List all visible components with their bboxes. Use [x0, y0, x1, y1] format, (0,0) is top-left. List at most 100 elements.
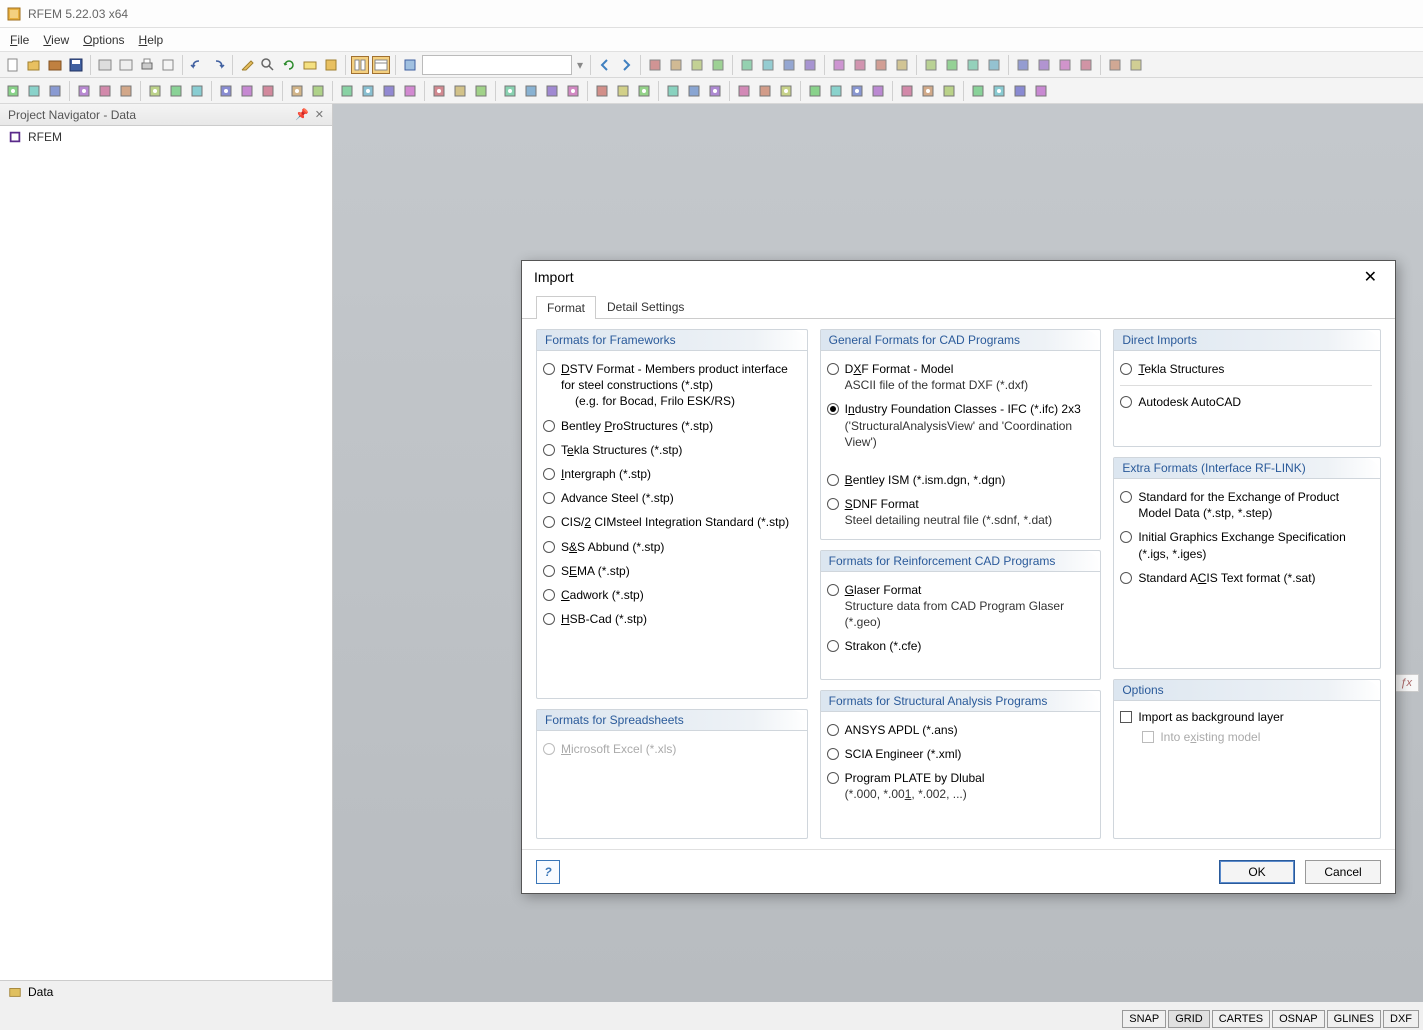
tb2-ico-19[interactable]	[451, 82, 469, 100]
tb-ico-16[interactable]	[322, 56, 340, 74]
tb2-ico-28[interactable]	[664, 82, 682, 100]
ok-button[interactable]: OK	[1219, 860, 1295, 884]
tb2-ico-12[interactable]	[288, 82, 306, 100]
tb1-ico-26[interactable]	[780, 56, 798, 74]
close-icon[interactable]: ✕	[1358, 265, 1383, 289]
tb2-ico-13[interactable]	[309, 82, 327, 100]
menu-view[interactable]: View	[43, 33, 69, 47]
frameworks-option-1[interactable]: Bentley ProStructures (*.stp)	[543, 414, 799, 438]
tb2-ico-7[interactable]	[167, 82, 185, 100]
tb1-ico-27[interactable]	[801, 56, 819, 74]
frameworks-option-5[interactable]: CIS/2 CIMsteel Integration Standard (*.s…	[543, 510, 799, 534]
tb1-ico-30[interactable]	[872, 56, 890, 74]
nav-close-icon[interactable]: ✕	[315, 108, 324, 121]
tb2-ico-16[interactable]	[380, 82, 398, 100]
tb1-ico-24[interactable]	[738, 56, 756, 74]
tb-ico-19[interactable]	[401, 56, 419, 74]
undo-icon[interactable]	[188, 56, 206, 74]
status-osnap[interactable]: OSNAP	[1272, 1010, 1325, 1028]
reinf-option-1[interactable]: Strakon (*.cfe)	[827, 634, 1093, 658]
open-icon[interactable]	[25, 56, 43, 74]
tb2-ico-23[interactable]	[543, 82, 561, 100]
frameworks-option-7[interactable]: SEMA (*.stp)	[543, 559, 799, 583]
tb2-ico-33[interactable]	[777, 82, 795, 100]
tb-ico-18[interactable]	[372, 56, 390, 74]
tab-detail-settings[interactable]: Detail Settings	[596, 295, 695, 318]
tb1-ico-21[interactable]	[667, 56, 685, 74]
cad-option-1[interactable]: Industry Foundation Classes - IFC (*.ifc…	[827, 397, 1093, 454]
tb2-ico-36[interactable]	[848, 82, 866, 100]
tb-ico-17[interactable]	[351, 56, 369, 74]
extra-option-2[interactable]: Standard ACIS Text format (*.sat)	[1120, 566, 1372, 590]
structural-option-1[interactable]: SCIA Engineer (*.xml)	[827, 742, 1093, 766]
tb2-ico-25[interactable]	[593, 82, 611, 100]
structural-option-2[interactable]: Program PLATE by Dlubal(*.000, *.001, *.…	[827, 766, 1093, 806]
nav-tab-data[interactable]: Data	[28, 985, 53, 999]
tb2-ico-42[interactable]	[990, 82, 1008, 100]
tb1-ico-33[interactable]	[943, 56, 961, 74]
redo-icon[interactable]	[209, 56, 227, 74]
tb2-ico-24[interactable]	[564, 82, 582, 100]
tb2-ico-11[interactable]	[259, 82, 277, 100]
tb1-ico-32[interactable]	[922, 56, 940, 74]
refresh-icon[interactable]	[280, 56, 298, 74]
status-cartes[interactable]: CARTES	[1212, 1010, 1270, 1028]
tb1-ico-23[interactable]	[709, 56, 727, 74]
tb1-ico-36[interactable]	[1014, 56, 1032, 74]
tb2-ico-10[interactable]	[238, 82, 256, 100]
tb2-ico-3[interactable]	[75, 82, 93, 100]
status-dxf[interactable]: DXF	[1383, 1010, 1419, 1028]
tb2-ico-9[interactable]	[217, 82, 235, 100]
tb2-ico-32[interactable]	[756, 82, 774, 100]
frameworks-option-0[interactable]: DSTV Format - Members product interface …	[543, 357, 799, 414]
reinf-option-0[interactable]: Glaser FormatStructure data from CAD Pro…	[827, 578, 1093, 635]
help-button[interactable]: ?	[536, 860, 560, 884]
nav-root[interactable]: RFEM	[8, 130, 324, 144]
extra-option-0[interactable]: Standard for the Exchange of Product Mod…	[1120, 485, 1372, 525]
toolbar-dropdown[interactable]	[422, 55, 572, 75]
tb1-ico-31[interactable]	[893, 56, 911, 74]
tb2-ico-31[interactable]	[735, 82, 753, 100]
frameworks-option-4[interactable]: Advance Steel (*.stp)	[543, 486, 799, 510]
tb-ico-15[interactable]	[301, 56, 319, 74]
prev-icon[interactable]	[596, 56, 614, 74]
tb-ico-5[interactable]	[96, 56, 114, 74]
tb2-ico-4[interactable]	[96, 82, 114, 100]
tb1-ico-37[interactable]	[1035, 56, 1053, 74]
tb2-ico-1[interactable]	[25, 82, 43, 100]
tb2-ico-26[interactable]	[614, 82, 632, 100]
frameworks-option-3[interactable]: Intergraph (*.stp)	[543, 462, 799, 486]
tb2-ico-43[interactable]	[1011, 82, 1029, 100]
tb2-ico-6[interactable]	[146, 82, 164, 100]
menu-help[interactable]: Help	[139, 33, 164, 47]
tb1-ico-39[interactable]	[1077, 56, 1095, 74]
tb2-ico-8[interactable]	[188, 82, 206, 100]
tb2-ico-30[interactable]	[706, 82, 724, 100]
cad-option-3[interactable]: SDNF FormatSteel detailing neutral file …	[827, 492, 1093, 532]
save-icon[interactable]	[67, 56, 85, 74]
tb2-ico-34[interactable]	[806, 82, 824, 100]
direct-option-0[interactable]: Tekla Structures	[1120, 357, 1372, 381]
tb2-ico-21[interactable]	[501, 82, 519, 100]
tb1-ico-41[interactable]	[1127, 56, 1145, 74]
tb1-ico-29[interactable]	[851, 56, 869, 74]
tb1-ico-28[interactable]	[830, 56, 848, 74]
tb2-ico-37[interactable]	[869, 82, 887, 100]
frameworks-option-9[interactable]: HSB-Cad (*.stp)	[543, 607, 799, 631]
next-icon[interactable]	[617, 56, 635, 74]
tb2-ico-14[interactable]	[338, 82, 356, 100]
tb2-ico-17[interactable]	[401, 82, 419, 100]
status-snap[interactable]: SNAP	[1122, 1010, 1166, 1028]
option-check-0[interactable]: Import as background layer	[1120, 707, 1372, 727]
tb2-ico-35[interactable]	[827, 82, 845, 100]
frameworks-option-8[interactable]: Cadwork (*.stp)	[543, 583, 799, 607]
tb1-ico-35[interactable]	[985, 56, 1003, 74]
print-icon[interactable]	[138, 56, 156, 74]
menu-file[interactable]: File	[10, 33, 29, 47]
tb2-ico-5[interactable]	[117, 82, 135, 100]
status-glines[interactable]: GLINES	[1327, 1010, 1381, 1028]
tb1-ico-40[interactable]	[1106, 56, 1124, 74]
tb2-ico-20[interactable]	[472, 82, 490, 100]
edit-icon[interactable]	[238, 56, 256, 74]
tb2-ico-39[interactable]	[919, 82, 937, 100]
